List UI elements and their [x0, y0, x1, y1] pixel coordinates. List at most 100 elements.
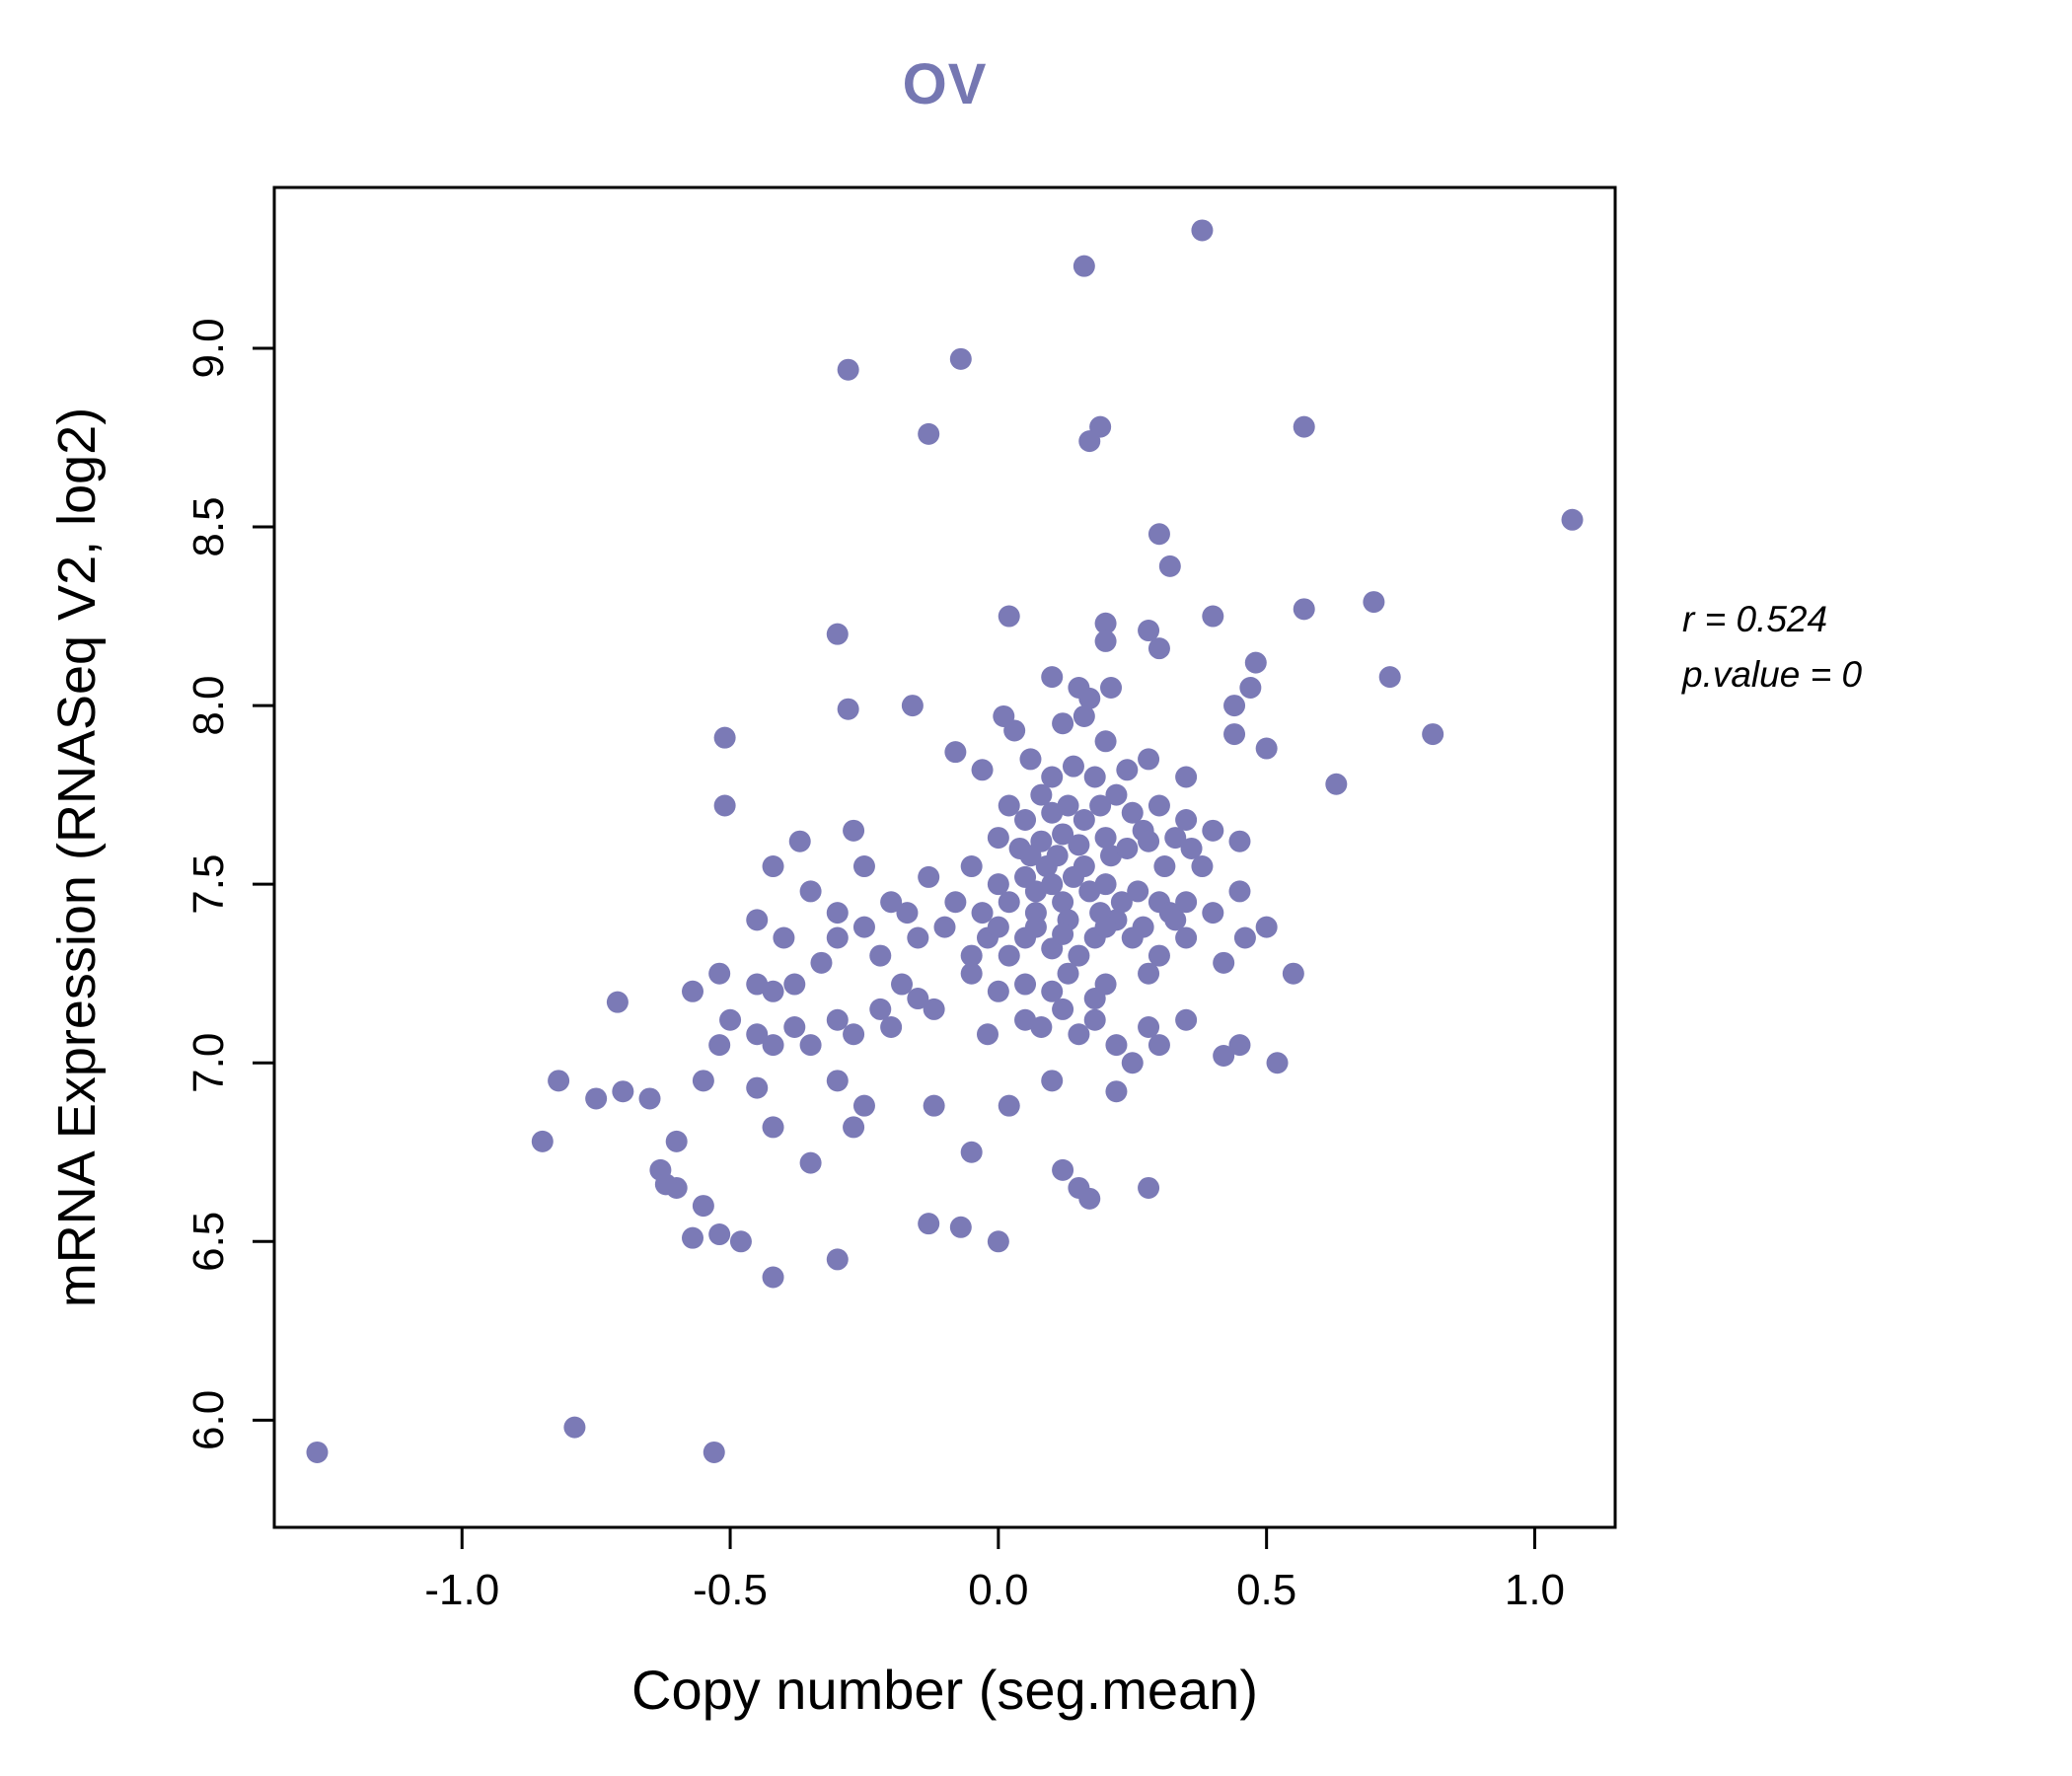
data-point [1244, 651, 1267, 674]
data-point [1164, 909, 1187, 931]
data-point [1073, 808, 1095, 831]
x-tick-label: -0.5 [693, 1566, 768, 1614]
data-point [1138, 1176, 1160, 1199]
data-point [1138, 830, 1160, 852]
data-point [692, 1070, 714, 1092]
x-tick-label: 0.5 [1236, 1566, 1296, 1614]
data-point [1228, 880, 1251, 903]
data-point [949, 1216, 972, 1238]
data-point [1202, 605, 1224, 628]
data-point [746, 909, 769, 931]
data-point [1083, 988, 1106, 1010]
data-point [918, 1213, 940, 1235]
data-point [1100, 676, 1123, 699]
data-point [1147, 637, 1170, 660]
data-point [612, 1080, 634, 1103]
data-point [923, 1094, 945, 1117]
data-point [1052, 891, 1074, 914]
plot-area [272, 185, 1617, 1529]
data-point [987, 916, 1009, 938]
data-point [783, 973, 806, 996]
data-point [762, 1034, 784, 1057]
y-tick-label: 9.0 [185, 318, 233, 378]
data-point [869, 998, 892, 1020]
data-point [773, 926, 795, 949]
data-point [901, 695, 924, 717]
data-point [1078, 687, 1101, 709]
data-point [960, 962, 983, 985]
data-point [708, 1223, 731, 1246]
data-point [944, 741, 967, 764]
data-point [1175, 891, 1198, 914]
data-point [852, 1094, 875, 1117]
y-tick-label: 8.0 [185, 676, 233, 736]
data-point [762, 1116, 784, 1139]
data-point [1175, 808, 1198, 831]
data-point [837, 358, 859, 381]
data-point [682, 1226, 704, 1249]
data-point [826, 1248, 849, 1271]
data-point [1052, 998, 1074, 1020]
data-point [1041, 766, 1064, 788]
data-point [891, 973, 914, 996]
data-point [987, 827, 1009, 850]
data-point [852, 916, 875, 938]
data-point [692, 1195, 714, 1218]
data-point [998, 891, 1020, 914]
data-point [1378, 666, 1401, 689]
data-point [1282, 962, 1304, 985]
correlation-annotation: r = 0.524 p.value = 0 [1682, 592, 1862, 702]
x-tick-label: -1.0 [424, 1566, 499, 1614]
data-point [1089, 794, 1112, 817]
data-point [869, 944, 892, 967]
data-point [1046, 845, 1069, 867]
data-point [708, 962, 731, 985]
data-point [1239, 676, 1262, 699]
data-point [826, 902, 849, 925]
data-point [1121, 801, 1144, 824]
data-point [1202, 819, 1224, 842]
data-point [1068, 944, 1090, 967]
data-point [585, 1087, 608, 1110]
data-point [1127, 880, 1149, 903]
data-point [1062, 755, 1084, 777]
data-point [1293, 415, 1315, 438]
data-point [907, 926, 929, 949]
data-point [880, 1016, 903, 1039]
data-point [998, 944, 1020, 967]
data-point [1147, 1034, 1170, 1057]
data-point [923, 998, 945, 1020]
data-point [1105, 783, 1128, 806]
data-point [708, 1034, 731, 1057]
data-point [826, 926, 849, 949]
data-point [1041, 980, 1064, 1002]
data-point [976, 1023, 999, 1046]
p-value-text: p.value = 0 [1682, 653, 1863, 695]
data-point [729, 1230, 752, 1253]
data-point [1014, 808, 1037, 831]
data-point [998, 1094, 1020, 1117]
data-point [1266, 1052, 1289, 1074]
data-point [1057, 794, 1079, 817]
data-point [1561, 508, 1584, 531]
data-point [1073, 704, 1095, 727]
data-point [606, 991, 629, 1013]
data-point [665, 1130, 688, 1152]
data-point [998, 605, 1020, 628]
data-point [1110, 891, 1133, 914]
data-point [852, 855, 875, 878]
data-point [1094, 827, 1117, 850]
x-tick-label: 1.0 [1505, 1566, 1565, 1614]
data-point [1175, 766, 1198, 788]
data-point [563, 1416, 586, 1439]
data-point [918, 865, 940, 888]
data-point [826, 1070, 849, 1092]
data-point [1325, 773, 1348, 795]
data-point [1228, 830, 1251, 852]
data-point [971, 902, 994, 925]
data-point [1363, 591, 1385, 614]
data-point [1052, 712, 1074, 735]
data-point [998, 794, 1020, 817]
data-point [531, 1130, 554, 1152]
